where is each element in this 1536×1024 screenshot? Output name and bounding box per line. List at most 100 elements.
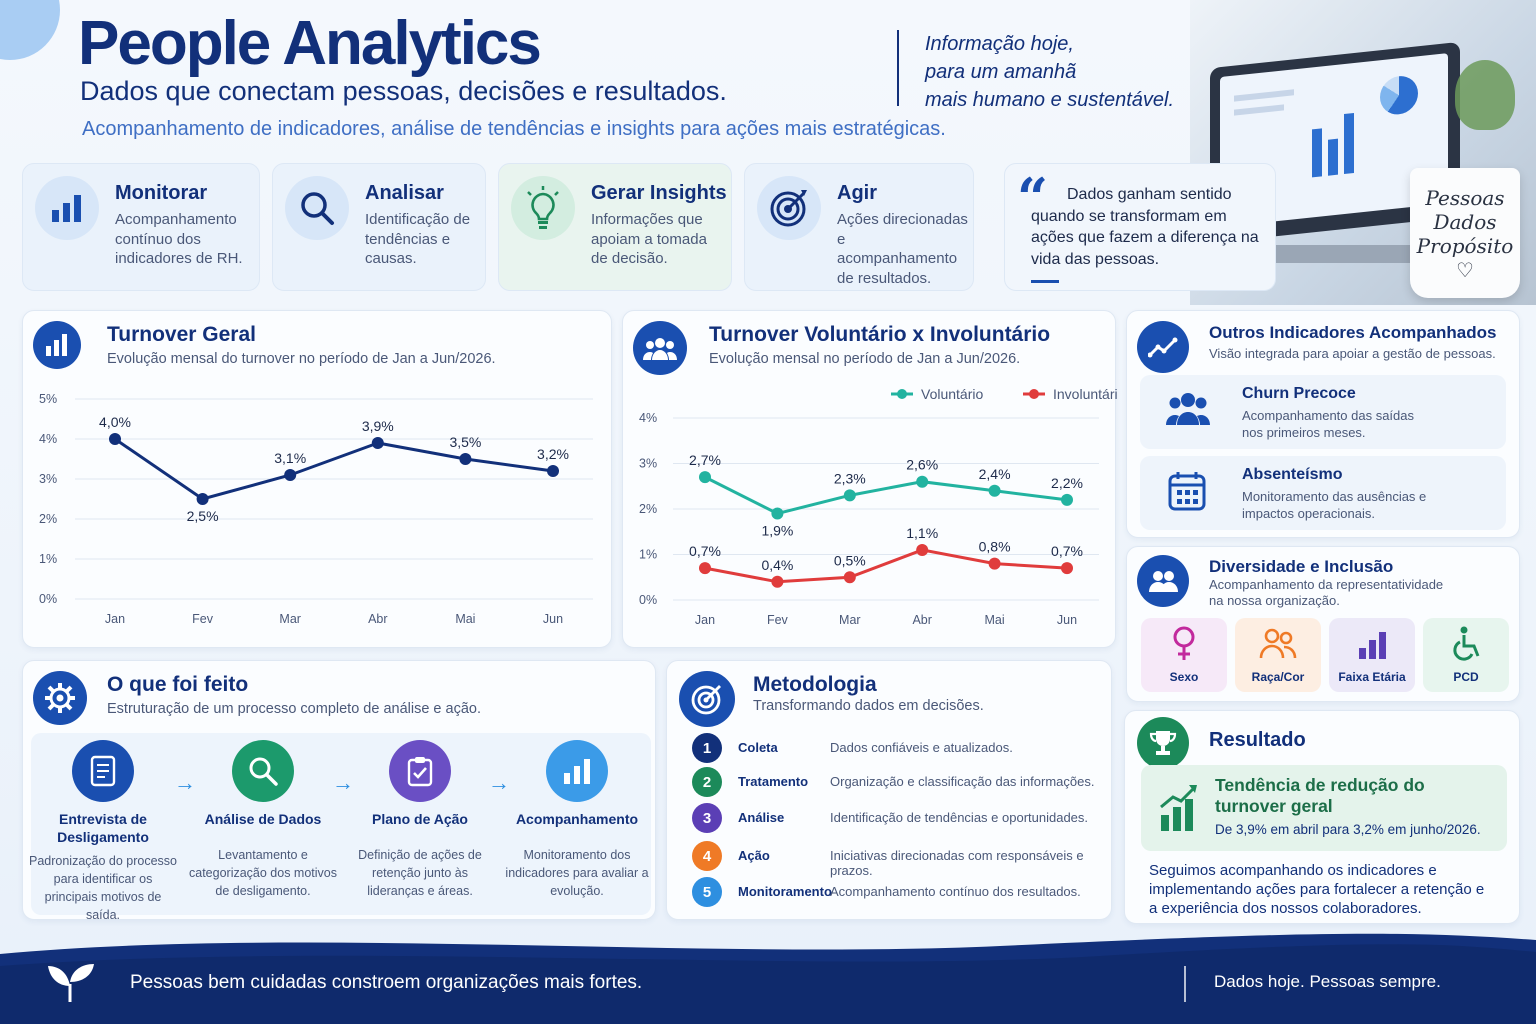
data-point xyxy=(284,469,297,481)
quote-mark-icon: “ xyxy=(1017,166,1049,230)
data-label: 0,8% xyxy=(979,539,1011,555)
series-line xyxy=(114,437,554,501)
header-divider xyxy=(897,30,899,106)
series-line xyxy=(704,475,1068,516)
section-subtitle: Estruturação de um processo completo de … xyxy=(107,701,481,717)
bar-chart-icon xyxy=(35,176,99,240)
section-subtitle: Acompanhamento da representatividade na … xyxy=(1209,577,1444,608)
arrow-right-icon: → xyxy=(488,770,510,795)
bar-chart-icon xyxy=(33,321,81,369)
y-tick-label: 3% xyxy=(39,472,57,486)
flow-title: Entrevista de Desligamento xyxy=(57,811,149,845)
data-label: 0,7% xyxy=(689,543,721,559)
x-tick-label: Abr xyxy=(368,612,387,626)
metodologia-item: 4 Ação Iniciativas direcionadas com respon… xyxy=(692,841,1102,878)
flow-title: Acompanhamento xyxy=(515,811,639,827)
step-desc: Dados confiáveis e atualizados. xyxy=(830,740,1013,755)
resultado-text: Seguimos acompanhando os indicadores e i… xyxy=(1149,862,1485,917)
legend-label: Voluntário xyxy=(921,386,983,402)
metodologia-item: 1 Coleta Dados confiáveis e atualizados. xyxy=(692,733,1102,763)
data-point xyxy=(109,433,121,445)
data-label: 3,9% xyxy=(362,418,394,434)
lightbulb-icon xyxy=(511,176,575,240)
chart-title: Turnover Geral xyxy=(107,323,256,346)
footer-right-text: Dados hoje. Pessoas sempre. xyxy=(1214,972,1441,991)
step-number: 4 xyxy=(692,841,722,871)
x-tick-label: Mar xyxy=(279,612,301,626)
flow-desc: Definição de ações de retenção junto às … xyxy=(358,848,482,898)
metodologia-item: 2 Tratamento Organização e classificação d… xyxy=(692,767,1102,797)
target-icon xyxy=(757,176,821,240)
data-point xyxy=(699,471,711,484)
data-point xyxy=(916,475,929,488)
data-point xyxy=(459,453,472,465)
mug-line: Pessoas xyxy=(1425,186,1505,210)
flow-desc: Monitoramento dos indicadores para avali… xyxy=(505,848,649,898)
step-agir: Agir Ações direcionadas e acompanhamento… xyxy=(744,163,974,291)
wheelchair-icon xyxy=(1451,626,1483,667)
step-desc: Informações que apoiam a tomada de decis… xyxy=(591,211,707,267)
page-tagline: Acompanhamento de indicadores, análise d… xyxy=(82,118,946,140)
x-tick-label: Abr xyxy=(912,613,931,627)
section-title: O que foi feito xyxy=(107,673,249,696)
chart-title: Turnover Voluntário x Involuntário xyxy=(709,323,1051,346)
flow-plano: Plano de Ação Definição de ações de rete… xyxy=(345,740,495,900)
header-quote-line: mais humano e sustentável. xyxy=(925,89,1175,111)
y-tick-label: 2% xyxy=(639,502,657,516)
y-tick-label: 0% xyxy=(639,593,657,607)
tile-raca-cor: Raça/Cor xyxy=(1235,618,1321,692)
search-icon xyxy=(285,176,349,240)
tile-label: PCD xyxy=(1453,670,1479,684)
data-point xyxy=(988,557,1001,570)
search-icon xyxy=(232,740,294,802)
leaf-icon xyxy=(44,960,98,1009)
tile-label: Sexo xyxy=(1169,670,1199,684)
header-quote: Informação hoje, para um amanhã mais hum… xyxy=(925,30,1174,114)
chart-subtitle: Evolução mensal no período de Jan a Jun/… xyxy=(709,351,1021,367)
section-subtitle: Transformando dados em decisões. xyxy=(753,698,984,714)
y-tick-label: 1% xyxy=(639,548,657,562)
trend-line-icon xyxy=(1137,321,1189,373)
page-title: People Analytics xyxy=(78,9,542,78)
data-point xyxy=(843,571,856,584)
data-label: 2,4% xyxy=(979,466,1011,482)
header-quote-line: para um amanhã xyxy=(925,61,1077,83)
step-title: Gerar Insights xyxy=(591,182,727,204)
x-tick-label: Mai xyxy=(985,613,1005,627)
trophy-icon xyxy=(1137,717,1189,769)
mug: Pessoas Dados Propósito ♡ xyxy=(1410,168,1520,298)
legend-marker xyxy=(897,389,907,399)
indicator-title: Absenteísmo xyxy=(1242,466,1343,483)
resultado-highlight: Tendência de redução do turnover geral D… xyxy=(1141,765,1507,851)
data-point xyxy=(988,484,1001,497)
data-point xyxy=(371,437,384,449)
data-label: 2,3% xyxy=(834,470,866,486)
step-number: 2 xyxy=(692,767,722,797)
indicator-desc: Monitoramento das ausências e impactos o… xyxy=(1242,489,1427,521)
flow-desc: Padronização do processo para identifica… xyxy=(28,854,177,922)
x-tick-label: Mar xyxy=(839,613,861,627)
step-title: Analisar xyxy=(365,182,444,204)
section-title: Diversidade e Inclusão xyxy=(1209,557,1394,576)
y-tick-label: 4% xyxy=(39,432,57,446)
section-title: Outros Indicadores Acompanhados xyxy=(1209,323,1497,342)
o-que-foi-feito-panel: O que foi feito Estruturação de um proce… xyxy=(22,660,656,920)
metodologia-panel: Metodologia Transformando dados em decis… xyxy=(666,660,1112,920)
step-analisar: Analisar Identificação de tendências e c… xyxy=(272,163,486,291)
target-icon xyxy=(679,671,735,727)
y-tick-label: 4% xyxy=(639,411,657,425)
step-number: 1 xyxy=(692,733,722,763)
indicator-title: Churn Precoce xyxy=(1242,385,1356,402)
turnover-geral-panel: Turnover Geral Evolução mensal do turnov… xyxy=(22,310,612,648)
data-label: 4,0% xyxy=(99,414,131,430)
data-label: 3,5% xyxy=(449,434,481,450)
data-point xyxy=(1061,562,1073,575)
footer-divider xyxy=(1184,966,1186,1002)
step-monitorar: Monitorar Acompanhamento contínuo dos in… xyxy=(22,163,260,291)
metodologia-item: 5 Monitoramento Acompanhamento contínuo do… xyxy=(692,877,1102,907)
turnover-geral-chart: 0% 1% 2% 3% 4% 5% Jan Fev Mar Abr Mai Jun 4,0% 2,5% 3,… xyxy=(39,392,593,626)
bar-chart-icon xyxy=(1358,630,1388,665)
step-insights: Gerar Insights Informações que apoiam a … xyxy=(498,163,732,291)
calendar-icon xyxy=(1168,470,1206,517)
data-label: 2,2% xyxy=(1051,475,1083,491)
